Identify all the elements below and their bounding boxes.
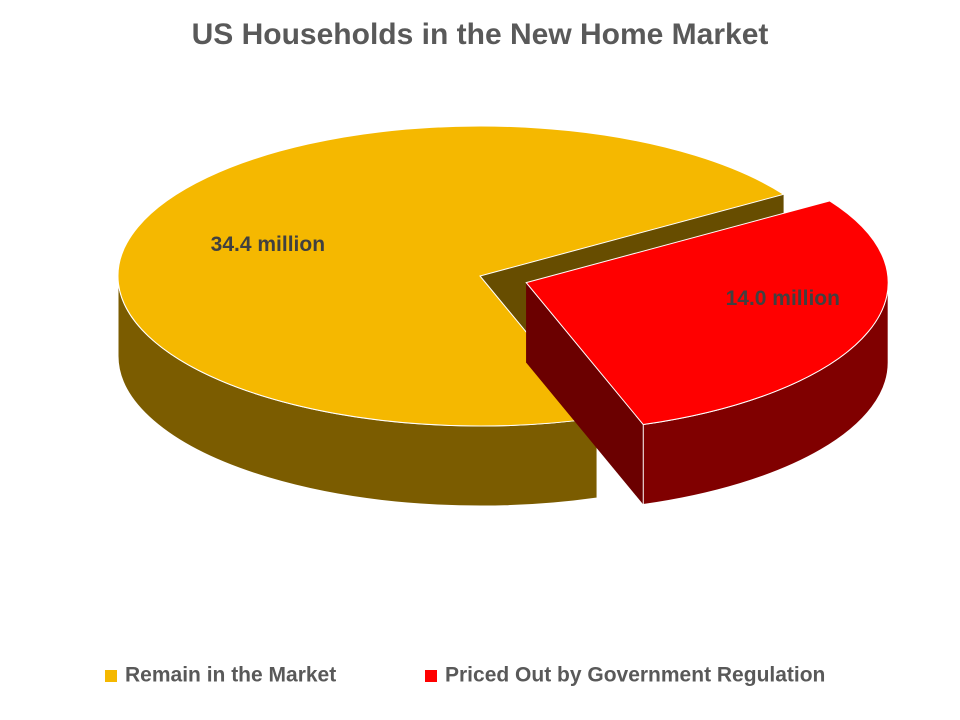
data-label: 34.4 million: [211, 233, 325, 256]
pie-slice: [117, 125, 785, 427]
chart-title: US Households in the New Home Market: [192, 18, 769, 51]
data-label: 14.0 million: [726, 287, 840, 310]
pie-radial-side: [526, 282, 644, 505]
legend-label: Remain in the Market: [125, 664, 336, 687]
legend-swatch: [425, 670, 437, 682]
pie-slice: [525, 200, 889, 426]
legend-swatch: [105, 670, 117, 682]
legend-label: Priced Out by Government Regulation: [445, 664, 825, 687]
pie: 34.4 million 14.0 million: [117, 125, 889, 507]
legend: Remain in the Market Priced Out by Govern…: [105, 664, 825, 687]
